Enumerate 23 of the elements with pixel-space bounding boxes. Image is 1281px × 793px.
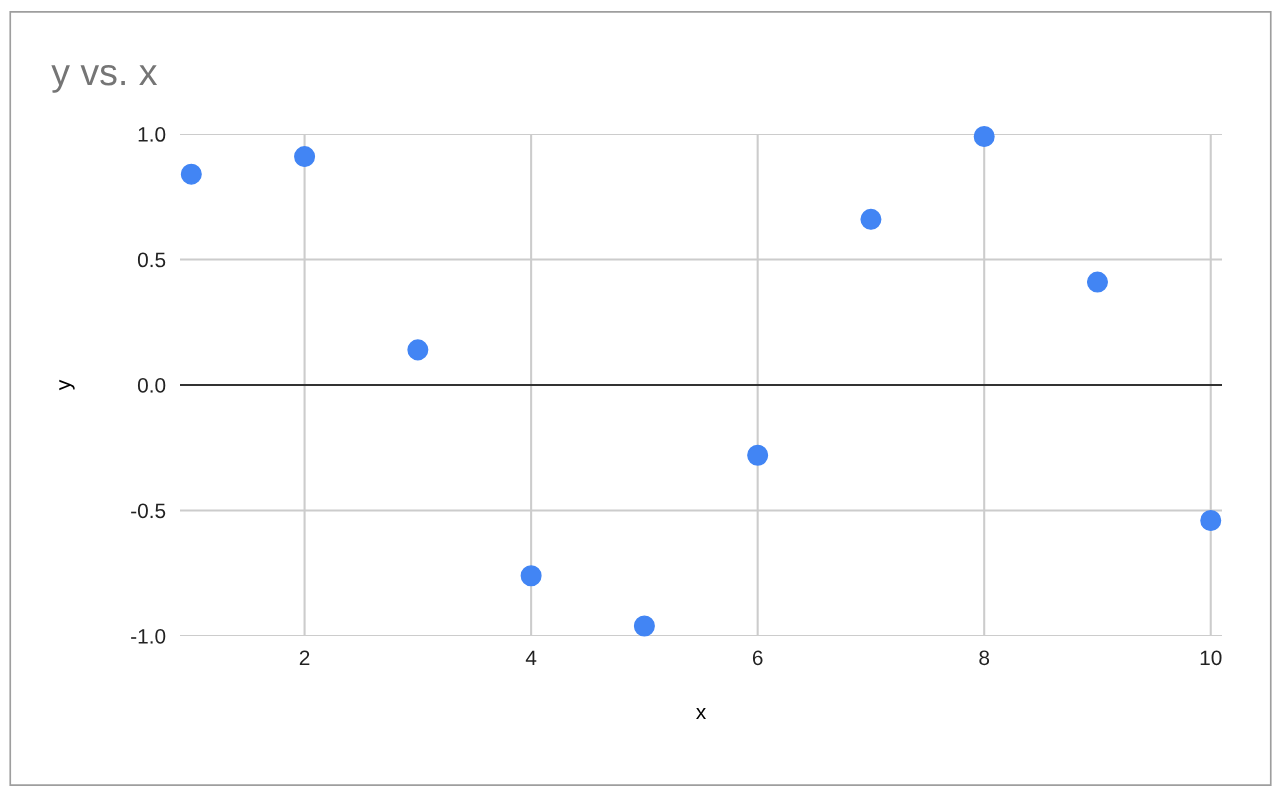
point — [973, 126, 995, 148]
y-axis-title: y — [59, 379, 75, 391]
y-tick-label: 0.5 — [137, 252, 166, 268]
point — [747, 444, 769, 466]
point — [633, 615, 655, 637]
x-tick-label: 4 — [525, 650, 537, 665]
y-tick-label: -0.5 — [131, 503, 166, 519]
y-tick-label: 1.0 — [138, 127, 166, 142]
point — [294, 146, 316, 168]
point — [860, 208, 882, 230]
x-tick-label: 10 — [1200, 650, 1222, 666]
point — [1086, 271, 1108, 293]
y-tick-label: -1.0 — [131, 628, 166, 644]
chart-title: y vs. x — [51, 64, 158, 93]
x-tick-label: 8 — [979, 650, 990, 666]
y-tick-label: 0.0 — [137, 378, 166, 393]
point — [180, 163, 202, 185]
x-tick-label: 2 — [299, 650, 310, 665]
x-axis-title: x — [696, 708, 707, 720]
point — [520, 565, 542, 587]
point — [1200, 510, 1222, 532]
point — [407, 339, 429, 361]
x-tick-label: 6 — [752, 650, 763, 666]
